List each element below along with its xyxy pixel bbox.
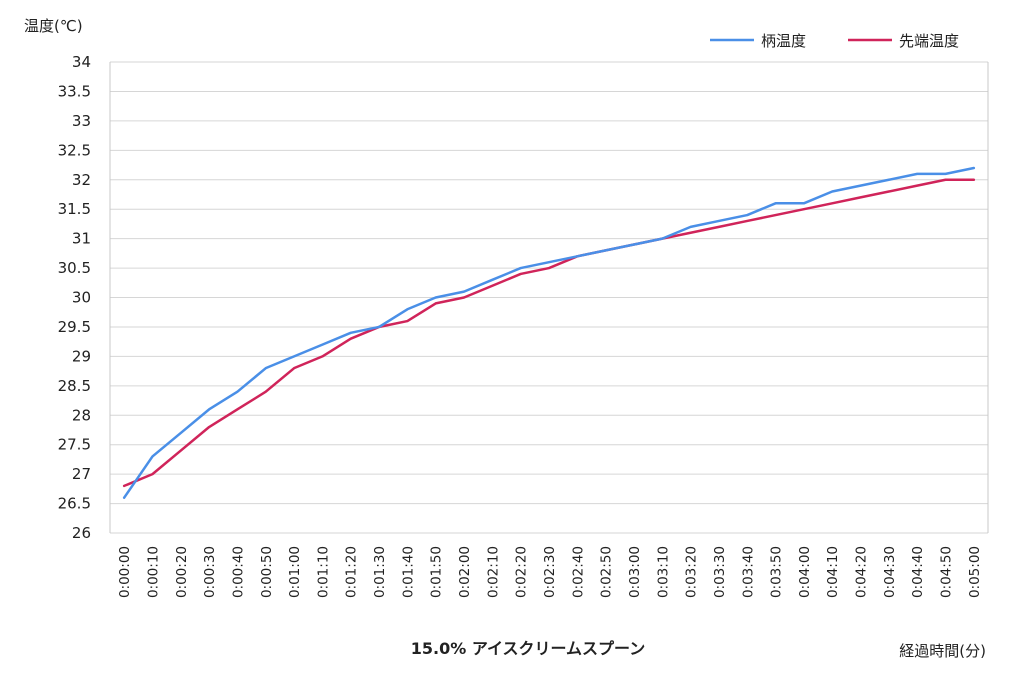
x-tick-label: 0:01:10 <box>315 546 331 598</box>
x-tick-label: 0:03:50 <box>769 546 785 598</box>
x-tick-label: 0:02:10 <box>485 546 501 598</box>
x-tick-label: 0:00:40 <box>230 546 246 598</box>
x-tick-label: 0:03:30 <box>712 546 728 598</box>
x-tick-label: 0:04:10 <box>825 546 841 598</box>
y-tick-label: 28.5 <box>58 377 91 395</box>
x-tick-label: 0:00:00 <box>117 546 133 598</box>
x-tick-label: 0:02:40 <box>570 546 586 598</box>
x-tick-label: 0:01:20 <box>344 546 360 598</box>
x-tick-label: 0:00:20 <box>174 546 190 598</box>
x-tick-label: 0:00:10 <box>145 546 161 598</box>
x-tick-label: 0:00:50 <box>259 546 275 598</box>
legend-label-tip: 先端温度 <box>899 32 959 50</box>
y-tick-label: 33 <box>72 112 91 130</box>
series-line-tip-temp <box>122 178 976 488</box>
x-tick-label: 0:04:30 <box>882 546 898 598</box>
x-tick-label: 0:03:40 <box>740 546 756 598</box>
y-tick-label: 30 <box>72 289 91 307</box>
x-tick-label: 0:04:00 <box>797 546 813 598</box>
y-tick-label: 32 <box>72 171 91 189</box>
y-tick-label: 29 <box>72 347 91 365</box>
x-tick-label: 0:03:00 <box>627 546 643 598</box>
x-tick-label: 0:01:40 <box>400 546 416 598</box>
y-tick-label: 28 <box>72 406 91 424</box>
x-tick-label: 0:05:00 <box>967 546 983 598</box>
y-axis-label: 温度(℃) <box>24 17 83 35</box>
x-tick-label: 0:04:40 <box>910 546 926 598</box>
y-tick-label: 31.5 <box>58 200 91 218</box>
series-lines <box>122 166 976 499</box>
legend: 柄温度 先端温度 <box>710 32 959 50</box>
x-tick-label: 0:04:50 <box>939 546 955 598</box>
y-tick-label: 26.5 <box>58 495 91 513</box>
y-tick-label: 26 <box>72 524 91 542</box>
chart-title: 15.0% アイスクリームスプーン <box>411 639 646 658</box>
y-tick-label: 32.5 <box>58 141 91 159</box>
x-tick-label: 0:02:50 <box>599 546 615 598</box>
x-tick-label: 0:01:30 <box>372 546 388 598</box>
y-tick-label: 34 <box>72 53 91 71</box>
x-tick-label: 0:02:30 <box>542 546 558 598</box>
grid <box>109 61 989 534</box>
x-tick-label: 0:02:00 <box>457 546 473 598</box>
x-axis-label: 経過時間(分) <box>899 642 986 660</box>
y-tick-label: 29.5 <box>58 318 91 336</box>
y-tick-label: 27.5 <box>58 436 91 454</box>
legend-label-handle: 柄温度 <box>761 32 806 50</box>
x-tick-label: 0:01:50 <box>429 546 445 598</box>
x-tick-label: 0:03:10 <box>655 546 671 598</box>
series-line-handle-temp <box>122 166 976 499</box>
x-tick-label: 0:00:30 <box>202 546 218 598</box>
x-tick-label: 0:03:20 <box>684 546 700 598</box>
x-axis-ticks: 0:00:00 0:00:10 0:00:20 0:00:30 0:00:40 0:00:… <box>117 546 983 598</box>
y-tick-label: 33.5 <box>58 82 91 100</box>
y-tick-label: 27 <box>72 465 91 483</box>
x-tick-label: 0:01:00 <box>287 546 303 598</box>
x-tick-label: 0:02:20 <box>514 546 530 598</box>
y-tick-label: 30.5 <box>58 259 91 277</box>
y-axis-ticks: 26 26.5 27 27.5 28 28.5 29 29.5 30 30.5 31 31.5 32 32… <box>58 53 91 542</box>
x-tick-label: 0:04:20 <box>854 546 870 598</box>
y-tick-label: 31 <box>72 230 91 248</box>
